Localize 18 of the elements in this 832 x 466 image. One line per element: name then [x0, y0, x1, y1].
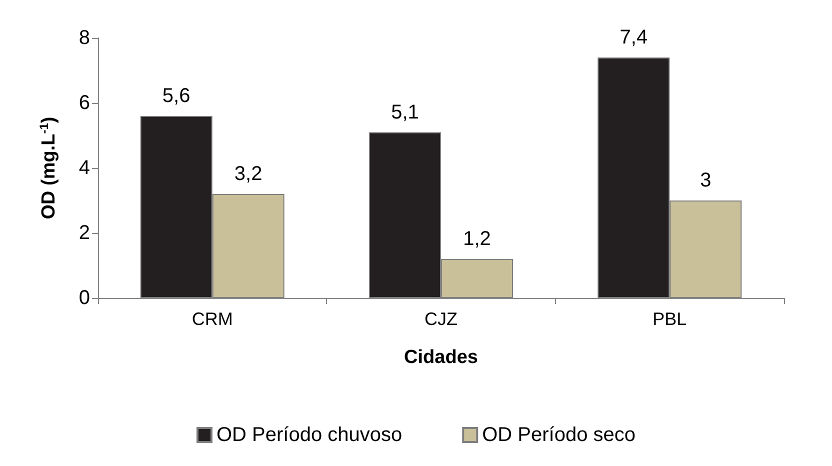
x-axis-title: Cidades [404, 347, 478, 368]
y-tick-label: 0 [78, 287, 90, 309]
y-tick-label: 2 [78, 222, 90, 244]
x-tick-label: CJZ [424, 309, 458, 329]
data-label: 5,1 [391, 101, 419, 124]
legend-label: OD Período seco [482, 424, 636, 446]
y-tick-label: 4 [78, 157, 90, 179]
y-tick-label: 8 [78, 27, 90, 49]
data-label: 3,2 [234, 163, 262, 185]
data-label: 1,2 [463, 228, 491, 250]
data-label: 7,4 [620, 26, 648, 48]
data-label: 3 [700, 170, 712, 192]
x-tick-label: CRM [192, 309, 233, 329]
x-tick-label: PBL [652, 309, 687, 329]
data-label: 5,6 [162, 85, 190, 107]
y-axis-title: OD (mg.L-1) [37, 116, 60, 220]
y-tick-label: 6 [78, 92, 90, 114]
legend-label: OD Período chuvoso [216, 424, 402, 446]
